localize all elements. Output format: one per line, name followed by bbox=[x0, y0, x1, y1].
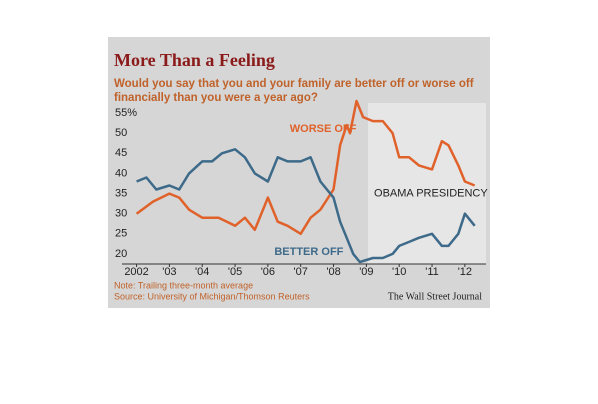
x-tick-label: '08 bbox=[326, 266, 340, 278]
y-tick-label: 45 bbox=[115, 147, 127, 159]
y-tick-label: 20 bbox=[115, 248, 127, 260]
x-tick-label: '05 bbox=[228, 266, 242, 278]
x-tick-label: '11 bbox=[425, 266, 439, 278]
x-tick-label: 2002 bbox=[124, 266, 148, 278]
series-line bbox=[135, 99, 476, 236]
shade-label: OBAMA PRESIDENCY bbox=[374, 187, 488, 199]
chart-subtitle: financially than you were a year ago? bbox=[114, 92, 318, 104]
x-tick-label: '04 bbox=[195, 266, 209, 278]
x-tick-label: '06 bbox=[261, 266, 275, 278]
x-tick-label: '10 bbox=[392, 266, 406, 278]
y-tick-label: 30 bbox=[115, 208, 127, 220]
note: Source: University of Michigan/Thomson R… bbox=[114, 291, 310, 301]
credit: The Wall Street Journal bbox=[388, 291, 482, 302]
y-tick-label: 40 bbox=[115, 167, 127, 179]
series-line bbox=[136, 148, 476, 264]
y-tick-label: 35 bbox=[115, 187, 127, 199]
x-tick-label: '07 bbox=[294, 266, 308, 278]
y-tick-label: 25 bbox=[115, 228, 127, 240]
y-tick-label: 50 bbox=[115, 127, 127, 139]
shade-region bbox=[368, 103, 486, 264]
x-tick-label: '09 bbox=[359, 266, 373, 278]
chart-subtitle: Would you say that you and your family a… bbox=[114, 78, 474, 90]
series-label: BETTER OFF bbox=[274, 246, 343, 258]
x-tick-label: '03 bbox=[162, 266, 176, 278]
x-tick-label: '12 bbox=[458, 266, 472, 278]
y-tick-label: 55% bbox=[115, 107, 137, 119]
note: Note: Trailing three-month average bbox=[114, 280, 253, 290]
series-label: WORSE OFF bbox=[290, 123, 357, 135]
chart-title: More Than a Feeling bbox=[114, 50, 275, 70]
